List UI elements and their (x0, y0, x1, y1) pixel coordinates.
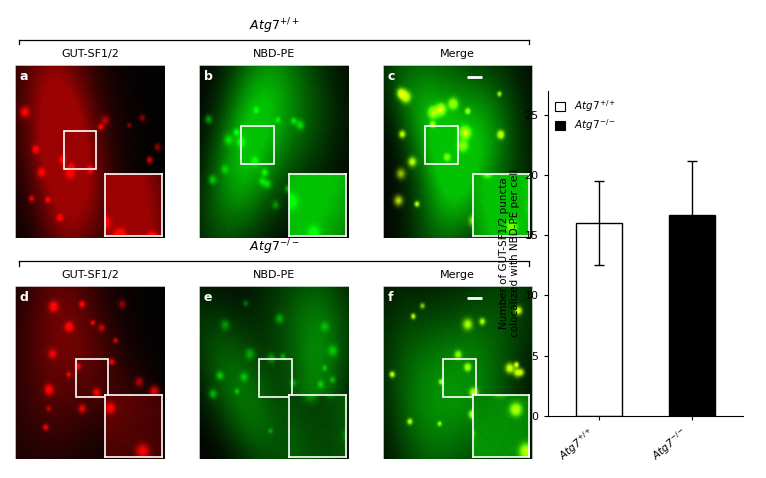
Bar (669, 215, 715, 416)
Text: NBD-PE: NBD-PE (253, 49, 295, 59)
Text: $Atg7^{+/+}$: $Atg7^{+/+}$ (249, 16, 299, 36)
Bar (575, 223, 622, 416)
Text: b: b (204, 70, 212, 83)
Text: Merge: Merge (440, 270, 475, 280)
Legend: $Atg7^{+/+}$, $Atg7^{-/-}$: $Atg7^{+/+}$, $Atg7^{-/-}$ (553, 96, 618, 135)
Text: GUT-SF1/2: GUT-SF1/2 (61, 270, 119, 280)
Bar (260, 359, 293, 397)
Text: a: a (20, 70, 28, 83)
Text: d: d (20, 291, 28, 304)
Text: $Atg7^{-/-}$: $Atg7^{-/-}$ (249, 237, 299, 257)
Text: e: e (204, 291, 212, 304)
Bar (241, 126, 274, 164)
Bar (444, 359, 476, 397)
Text: f: f (388, 291, 393, 304)
Bar (425, 126, 458, 164)
Text: c: c (388, 70, 394, 83)
Text: GUT-SF1/2: GUT-SF1/2 (61, 49, 119, 59)
Text: Merge: Merge (440, 49, 475, 59)
Text: NBD-PE: NBD-PE (253, 270, 295, 280)
Bar (64, 131, 97, 169)
Y-axis label: Number of GUT-SF1/2 puncta
colocalized with NBD-PE per cell: Number of GUT-SF1/2 puncta colocalized w… (499, 169, 520, 337)
Bar (76, 359, 109, 397)
